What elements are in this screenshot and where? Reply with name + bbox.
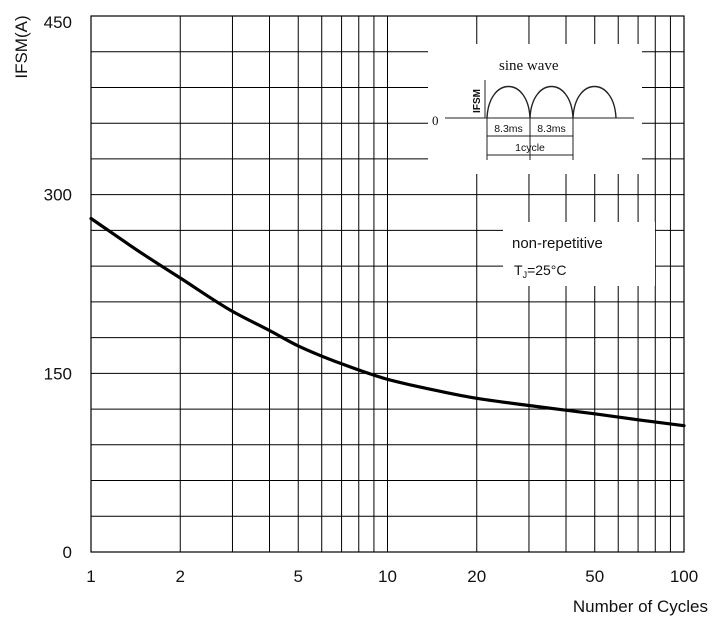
sine-wave-inset: sine wave IFSM 0 8.3ms 8.3ms 1cycle [428, 44, 642, 174]
y-tick-label: 150 [44, 364, 72, 383]
y-tick-label: 450 [44, 13, 72, 32]
inset-cycle-label: 1cycle [515, 142, 545, 154]
inset-half-period-2: 8.3ms [537, 123, 566, 135]
tj-value: =25°C [527, 262, 566, 278]
condition-junction-temp: TJ=25°C [514, 262, 567, 280]
x-tick-label: 5 [294, 567, 303, 586]
condition-background [503, 222, 655, 286]
x-tick-label: 20 [467, 567, 486, 586]
x-tick-label: 10 [378, 567, 397, 586]
inset-title: sine wave [499, 58, 559, 74]
y-tick-label: 300 [44, 186, 72, 205]
condition-label: non-repetitive TJ=25°C [503, 222, 655, 286]
y-tick-label: 0 [63, 543, 72, 562]
x-axis-title: Number of Cycles [573, 597, 708, 616]
y-axis-title: IFSM(A) [12, 15, 31, 78]
ifsm-curve [89, 216, 686, 428]
x-tick-label: 50 [585, 567, 604, 586]
plot-frame [90, 15, 685, 553]
condition-non-repetitive: non-repetitive [512, 235, 603, 252]
x-tick-label: 100 [670, 567, 698, 586]
inset-sine-wave [486, 85, 617, 119]
tj-subscript: J [523, 270, 528, 280]
tj-symbol: T [514, 262, 523, 278]
y-tick-labels: 0 150 300 450 [44, 13, 72, 562]
inset-dimension-lines [486, 118, 574, 160]
x-tick-label: 1 [86, 567, 95, 586]
inset-zero-label: 0 [432, 113, 439, 128]
inset-background [428, 44, 642, 174]
x-tick-label: 2 [176, 567, 185, 586]
inset-ifsm-label: IFSM [472, 89, 483, 113]
inset-half-period-1: 8.3ms [494, 123, 523, 135]
x-tick-labels: 1 2 5 10 20 50 100 [86, 567, 698, 586]
